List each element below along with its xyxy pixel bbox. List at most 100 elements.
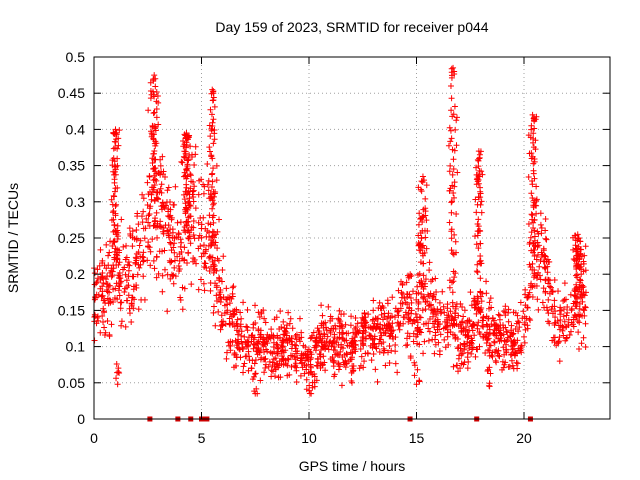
data-point — [330, 337, 337, 344]
data-point — [128, 318, 135, 325]
data-point — [473, 164, 480, 171]
data-point — [190, 217, 197, 224]
data-point — [341, 337, 348, 344]
data-point — [180, 137, 187, 144]
data-point — [432, 329, 439, 336]
data-point — [556, 358, 563, 365]
data-point — [205, 220, 212, 227]
data-point — [533, 275, 540, 282]
data-point — [214, 255, 221, 262]
data-point — [496, 312, 503, 319]
data-point — [434, 318, 441, 325]
data-point — [159, 288, 166, 295]
data-point — [292, 333, 299, 340]
data-point — [183, 141, 190, 148]
data-point — [421, 283, 428, 290]
data-point — [137, 237, 144, 244]
data-point — [486, 364, 493, 371]
data-point — [223, 355, 230, 362]
data-point — [99, 312, 106, 319]
data-point — [530, 225, 537, 232]
data-point — [349, 362, 356, 369]
data-point — [360, 315, 367, 322]
data-point — [422, 234, 429, 241]
data-point — [291, 341, 298, 348]
data-point — [198, 176, 205, 183]
data-point — [223, 285, 230, 292]
data-point — [450, 278, 457, 285]
data-point — [491, 339, 498, 346]
data-point — [113, 130, 120, 137]
data-point — [93, 320, 100, 327]
data-point — [431, 350, 438, 357]
data-point — [419, 173, 426, 180]
data-point — [524, 325, 531, 332]
data-point — [151, 265, 158, 272]
data-point — [248, 332, 255, 339]
data-point — [416, 210, 423, 217]
data-point — [149, 188, 156, 195]
data-point — [423, 320, 430, 327]
data-point — [258, 354, 265, 361]
data-point — [161, 204, 168, 211]
data-point — [478, 298, 485, 305]
data-point — [467, 289, 474, 296]
data-point — [500, 308, 507, 315]
data-point — [575, 253, 582, 260]
data-point — [314, 363, 321, 370]
data-point — [530, 197, 537, 204]
data-point — [99, 260, 106, 267]
data-point — [152, 176, 159, 183]
data-point — [232, 362, 239, 369]
data-point — [161, 266, 168, 273]
data-point — [358, 353, 365, 360]
data-point — [349, 365, 356, 372]
data-point — [219, 322, 226, 329]
data-point — [139, 191, 146, 198]
data-point — [473, 209, 480, 216]
data-point — [203, 264, 210, 271]
data-point — [313, 334, 320, 341]
data-point — [369, 325, 376, 332]
data-point — [370, 326, 377, 333]
data-point — [488, 352, 495, 359]
data-point — [313, 362, 320, 369]
data-point — [314, 325, 321, 332]
data-point — [285, 356, 292, 363]
data-point — [179, 284, 186, 291]
data-point — [532, 146, 539, 153]
data-point — [147, 88, 154, 95]
data-point — [257, 327, 264, 334]
data-point — [153, 274, 160, 281]
data-point — [99, 283, 106, 290]
data-point — [133, 226, 140, 233]
data-point — [160, 168, 167, 175]
data-point — [349, 379, 355, 386]
data-point — [530, 115, 537, 122]
data-point — [459, 303, 466, 310]
data-point — [322, 367, 329, 374]
data-point — [320, 320, 327, 327]
data-point — [500, 331, 507, 338]
data-point — [166, 239, 173, 246]
data-point — [385, 313, 392, 320]
data-point — [212, 239, 219, 246]
data-point — [339, 353, 346, 360]
data-point — [296, 338, 303, 345]
data-point — [474, 325, 481, 332]
data-point — [475, 194, 482, 201]
data-point — [110, 130, 117, 137]
data-point — [483, 329, 490, 336]
data-point — [430, 309, 437, 316]
data-point — [479, 322, 486, 329]
data-point — [535, 306, 542, 313]
data-point — [122, 271, 129, 278]
data-point — [116, 283, 123, 290]
data-point — [240, 299, 247, 306]
data-point — [486, 347, 493, 354]
data-point — [179, 306, 186, 313]
data-point — [106, 289, 113, 296]
data-point — [264, 348, 271, 355]
data-point — [165, 184, 172, 191]
